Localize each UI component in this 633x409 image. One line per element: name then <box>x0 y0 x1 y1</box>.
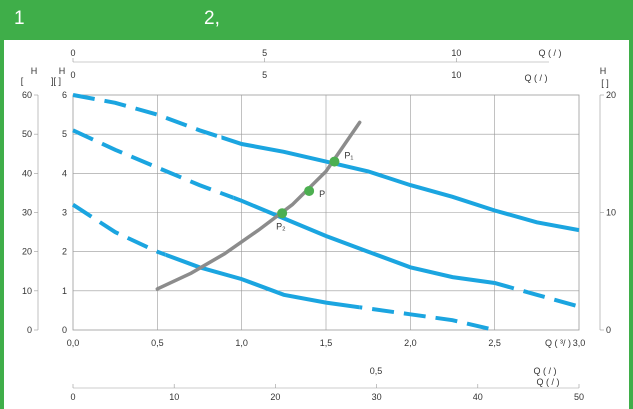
y-inner-tick-label: 4 <box>62 168 67 178</box>
pump-curve-dashed-end <box>359 305 496 332</box>
y-outer-tick-label: 30 <box>22 208 32 218</box>
y-outer-tick-label: 10 <box>22 286 32 296</box>
y-outer-tick-label: 60 <box>22 90 32 100</box>
operating-point-label: P₁ <box>344 151 353 161</box>
x-top2-tick-label: 10 <box>451 70 461 80</box>
header-label-1: 1 <box>14 8 25 29</box>
operating-point-label: P₂ <box>276 221 286 231</box>
x-bottom3-label: 0,5 <box>370 366 383 376</box>
pump-curve-dashed-end <box>494 280 580 309</box>
y-outer-tick-label: 50 <box>22 129 32 139</box>
y-inner-tick-label: 3 <box>62 208 67 218</box>
x-top2-tick-label: 0 <box>70 70 75 80</box>
x-bottom2-axis-label: Q ( / ) <box>537 377 560 387</box>
x-bottom2-tick-label: 30 <box>372 392 382 402</box>
operating-point <box>277 208 288 219</box>
x-bottom2-tick-label: 20 <box>270 392 280 402</box>
y-inner-tick-label: 5 <box>62 129 67 139</box>
y-inner-tick-label: 0 <box>62 325 67 335</box>
y-outer-tick-label: 0 <box>27 325 32 335</box>
y-inner-axis-label-unit: ][ ] <box>51 76 61 86</box>
x-bottom-tick-label: 0,5 <box>151 338 164 348</box>
x-bottom-tick-label: 2,0 <box>404 338 417 348</box>
x-top2-tick-label: 5 <box>262 70 267 80</box>
x-bottom2-tick-label: 0 <box>70 392 75 402</box>
y-outer-tick-label: 20 <box>22 247 32 257</box>
x-bottom-tick-label: 0,0 <box>67 338 80 348</box>
y-inner-axis-label: H <box>59 66 66 76</box>
title-bar: 1 2, <box>0 0 633 40</box>
x-bottom2-axis-label-alt: Q ( / ) <box>534 366 557 376</box>
operating-point <box>329 156 340 167</box>
operating-point <box>304 185 315 196</box>
x-bottom-tick-label: 1,0 <box>235 338 248 348</box>
pump-curve-3 <box>165 252 360 310</box>
x-top-tick-label: 10 <box>451 48 461 58</box>
pump-curve-2 <box>233 195 495 286</box>
y-right-tick-label: 10 <box>606 208 616 218</box>
x-top2-axis-label: Q ( / ) <box>525 73 548 83</box>
y-inner-tick-label: 1 <box>62 286 67 296</box>
pump-curve-dashed-start <box>71 203 166 257</box>
y-right-tick-label: 20 <box>606 90 616 100</box>
pump-curve-chart: 0,0 0,5 1,0 1,5 2,0 2,5 3,0Q ( ³/ )01234560102… <box>21 48 616 402</box>
x-bottom-tick-label: 3,0 <box>573 338 586 348</box>
y-right-axis-label-unit: [ ] <box>601 78 609 88</box>
y-inner-tick-label: 6 <box>62 90 67 100</box>
y-inner-tick-label: 2 <box>62 247 67 257</box>
x-top-tick-label: 0 <box>70 48 75 58</box>
y-outer-axis-label-unit: [ <box>21 76 24 86</box>
x-bottom2-tick-label: 40 <box>473 392 483 402</box>
x-bottom-tick-label: 2,5 <box>488 338 501 348</box>
y-outer-axis-label: H <box>31 66 38 76</box>
y-right-axis-label: H <box>600 66 607 76</box>
y-outer-tick-label: 40 <box>22 168 32 178</box>
x-bottom-axis-label: Q ( ³/ ) <box>545 338 571 348</box>
x-top-tick-label: 5 <box>262 48 267 58</box>
x-top-axis-label: Q ( / ) <box>539 48 562 58</box>
x-bottom-tick-label: 1,5 <box>320 338 333 348</box>
x-bottom2-tick-label: 50 <box>574 392 584 402</box>
system-curve <box>155 120 362 291</box>
pump-curve-1 <box>221 135 580 233</box>
y-right-tick-label: 0 <box>606 325 611 335</box>
operating-point-label: P <box>319 189 325 199</box>
header-label-2: 2, <box>204 8 220 29</box>
x-bottom2-tick-label: 10 <box>169 392 179 402</box>
